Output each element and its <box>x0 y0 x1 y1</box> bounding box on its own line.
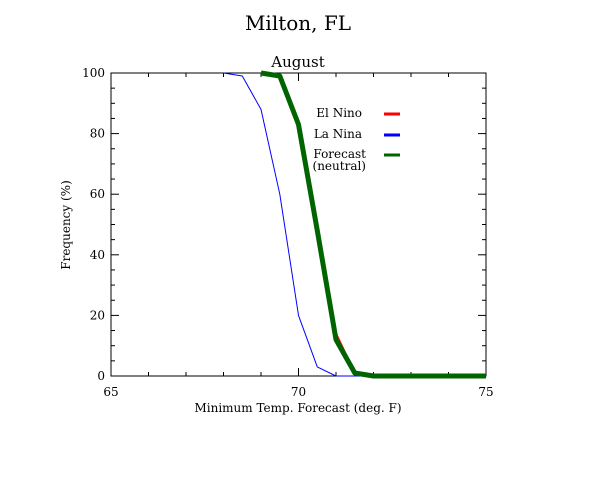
chart-title: Milton, FL <box>245 11 351 35</box>
y-tick-label: 80 <box>90 127 105 141</box>
tick-labels: 65 70 75 0 20 40 60 80 100 <box>82 66 494 399</box>
legend-label: La Nina <box>314 127 362 141</box>
x-tick-label: 70 <box>291 385 306 399</box>
x-tick-label: 75 <box>478 385 493 399</box>
y-tick-label: 60 <box>90 187 105 201</box>
y-tick-label: 40 <box>90 248 105 262</box>
x-tick-label: 65 <box>103 385 118 399</box>
y-tick-label: 100 <box>82 66 105 80</box>
x-axis-label: Minimum Temp. Forecast (deg. F) <box>194 401 401 415</box>
legend-label: El Nino <box>316 106 362 120</box>
legend-label: Forecast (neutral) <box>313 147 367 173</box>
y-axis-label: Frequency (%) <box>59 180 73 269</box>
series-lines <box>223 70 486 379</box>
y-tick-label: 0 <box>97 369 105 383</box>
chart-subtitle: August <box>270 53 324 71</box>
legend: El Nino La Nina Forecast (neutral) <box>313 106 400 173</box>
y-tick-label: 20 <box>90 308 105 322</box>
series-line-2 <box>260 70 486 379</box>
